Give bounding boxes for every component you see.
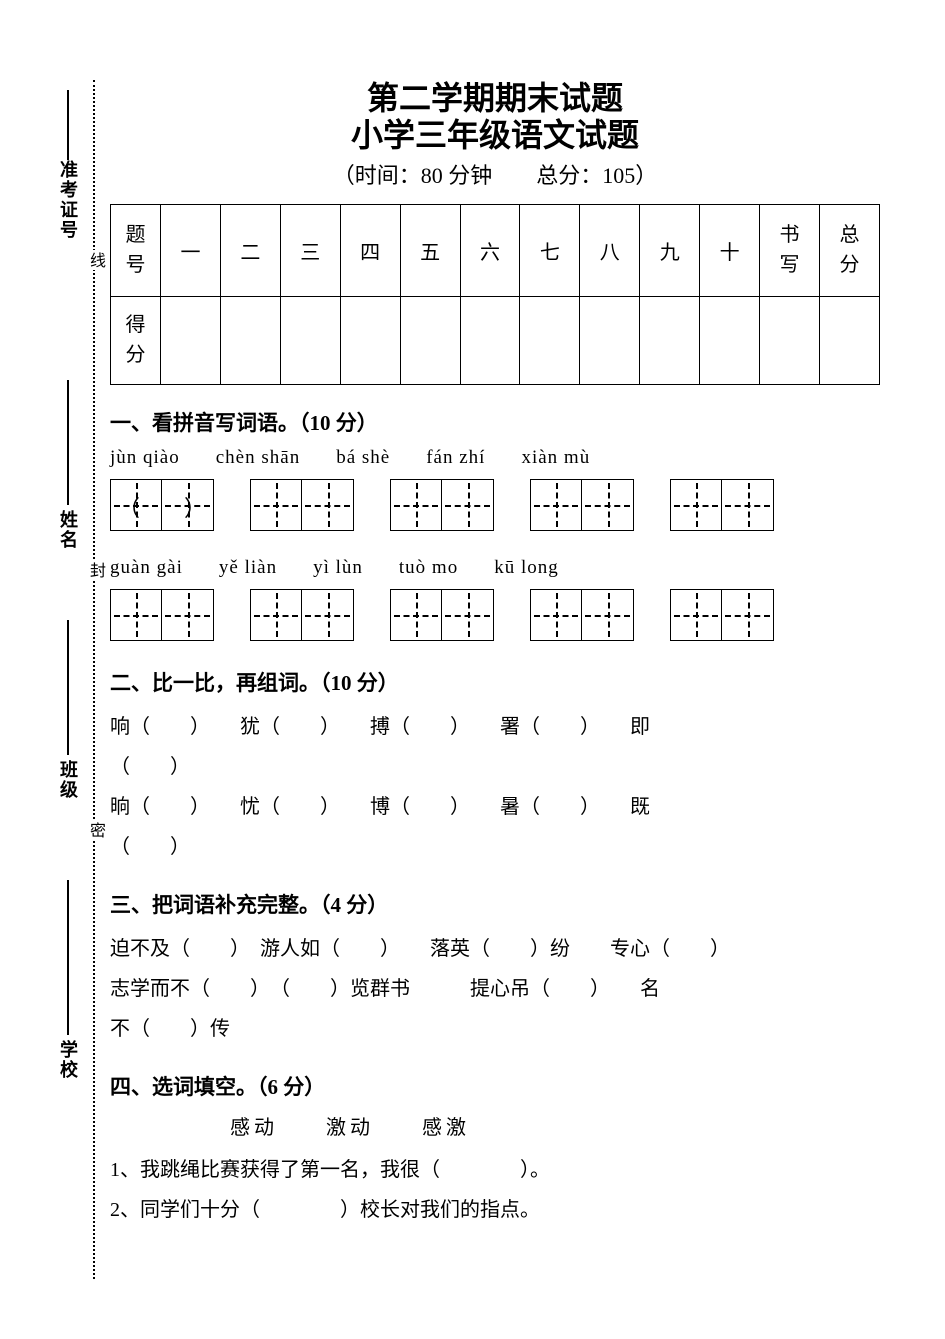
tianzige-pair[interactable]	[250, 589, 354, 641]
section1-title: 一、看拼音写词语。（10 分）	[110, 407, 880, 437]
binding-underline	[67, 880, 69, 1035]
binding-label-exam-id: 准考证号	[55, 160, 81, 240]
pinyin-word: jùn qiào	[110, 447, 180, 469]
pinyin-word: yě liàn	[219, 557, 277, 579]
binding-mark-feng: 封	[83, 560, 107, 580]
score-col: 四	[340, 204, 400, 296]
score-cell[interactable]	[400, 296, 460, 384]
tianzige-pair[interactable]	[530, 479, 634, 531]
tianzige-pair[interactable]	[530, 589, 634, 641]
exam-content: 第二学期期末试题 小学三年级语文试题 （时间：80 分钟 总分：105） 题号 …	[110, 80, 880, 1230]
binding-label-name: 姓名	[55, 510, 81, 550]
exam-title-line1: 第二学期期末试题	[110, 80, 880, 117]
section2-line: （ ）	[110, 747, 880, 787]
pinyin-word: guàn gài	[110, 557, 183, 579]
section2-line: 响（ ） 犹（ ） 搏（ ） 署（ ） 即	[110, 707, 880, 747]
section3-title: 三、把词语补充完整。（4 分）	[110, 889, 880, 919]
score-col: 一	[161, 204, 221, 296]
paren-icon: ）	[184, 491, 206, 523]
pinyin-word: kū long	[494, 557, 559, 579]
binding-underline	[67, 90, 69, 160]
score-cell[interactable]	[460, 296, 520, 384]
score-cell[interactable]	[640, 296, 700, 384]
score-table: 题号 一 二 三 四 五 六 七 八 九 十 书写 总分 得分	[110, 204, 880, 385]
section3-line: 不（ ）传	[110, 1009, 880, 1049]
section4-q2: 2、同学们十分（ ）校长对我们的指点。	[110, 1190, 880, 1230]
score-cell[interactable]	[520, 296, 580, 384]
tianzige-row-2	[110, 589, 880, 641]
score-row-label: 得分	[126, 310, 146, 370]
binding-label-school: 学校	[55, 1040, 81, 1080]
section2-title: 二、比一比，再组词。（10 分）	[110, 667, 880, 697]
binding-label-class: 班级	[55, 760, 81, 800]
score-cell[interactable]	[700, 296, 760, 384]
tianzige-pair[interactable]	[390, 589, 494, 641]
section3-line: 迫不及（ ） 游人如（ ） 落英（ ）纷 专心（ ）	[110, 929, 880, 969]
score-cell[interactable]	[580, 296, 640, 384]
score-col: 七	[520, 204, 580, 296]
score-row-label: 题号	[126, 220, 146, 280]
tianzige-pair[interactable]	[670, 589, 774, 641]
score-col: 六	[460, 204, 520, 296]
binding-underline	[67, 620, 69, 755]
score-col: 三	[280, 204, 340, 296]
section2-line: 晌（ ） 忧（ ） 博（ ） 暑（ ） 既	[110, 787, 880, 827]
score-cell[interactable]	[760, 296, 820, 384]
tianzige-pair[interactable]	[670, 479, 774, 531]
binding-underline	[67, 380, 69, 505]
score-cell[interactable]	[280, 296, 340, 384]
tianzige-pair[interactable]: （ ）	[110, 479, 214, 531]
tianzige-pair[interactable]	[110, 589, 214, 641]
pinyin-row-2: guàn gài yě liàn yì lùn tuò mo kū long	[110, 557, 880, 579]
score-header-row: 题号 一 二 三 四 五 六 七 八 九 十 书写 总分	[111, 204, 880, 296]
score-cell[interactable]	[819, 296, 879, 384]
score-col: 总分	[839, 220, 859, 280]
pinyin-word: chèn shān	[216, 447, 300, 469]
pinyin-word: yì lùn	[313, 557, 363, 579]
score-col: 九	[640, 204, 700, 296]
pinyin-word: tuò mo	[399, 557, 458, 579]
exam-meta: （时间：80 分钟 总分：105）	[110, 158, 880, 190]
section4-options: 感动 激动 感激	[230, 1111, 880, 1140]
score-col: 书写	[780, 220, 800, 280]
score-col: 五	[400, 204, 460, 296]
score-cell[interactable]	[220, 296, 280, 384]
pinyin-word: fán zhí	[426, 447, 485, 469]
section3-line: 志学而不（ ） （ ）览群书 提心吊（ ） 名	[110, 969, 880, 1009]
section2-line: （ ）	[110, 827, 880, 867]
section4-q1: 1、我跳绳比赛获得了第一名，我很（ ）。	[110, 1150, 880, 1190]
exam-title-line2: 小学三年级语文试题	[110, 117, 880, 154]
score-cell[interactable]	[161, 296, 221, 384]
section4-title: 四、选词填空。（6 分）	[110, 1071, 880, 1101]
binding-mark-xian: 线	[83, 250, 107, 270]
score-col: 二	[220, 204, 280, 296]
pinyin-row-1: jùn qiào chèn shān bá shè fán zhí xiàn m…	[110, 447, 880, 469]
score-value-row: 得分	[111, 296, 880, 384]
score-col: 八	[580, 204, 640, 296]
pinyin-word: bá shè	[336, 447, 390, 469]
score-cell[interactable]	[340, 296, 400, 384]
pinyin-word: xiàn mù	[521, 447, 590, 469]
tianzige-pair[interactable]	[390, 479, 494, 531]
score-col: 十	[700, 204, 760, 296]
tianzige-pair[interactable]	[250, 479, 354, 531]
binding-strip: 准考证号 线 姓名 封 班级 密 学校	[55, 80, 100, 1279]
binding-mark-mi: 密	[83, 820, 107, 840]
tianzige-row-1: （ ）	[110, 479, 880, 531]
